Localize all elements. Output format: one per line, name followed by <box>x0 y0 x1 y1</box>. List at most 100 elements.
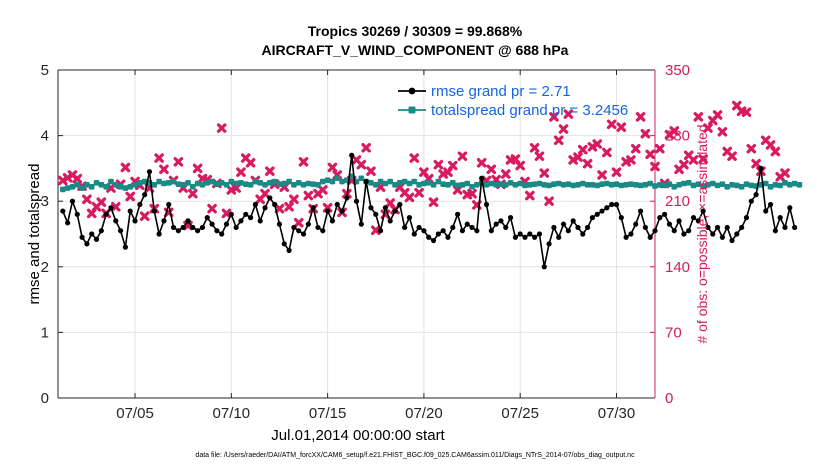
totalspread-point <box>397 180 403 186</box>
totalspread-point <box>705 182 711 188</box>
rmse-point <box>228 211 234 217</box>
rmse-point <box>272 201 278 208</box>
rmse-point <box>536 231 543 237</box>
totalspread-point <box>199 182 206 188</box>
totalspread-point <box>642 182 649 188</box>
totalspread-point <box>555 180 562 187</box>
obs-count-point <box>125 191 136 202</box>
rmse-point <box>402 224 408 231</box>
rmse-point <box>599 208 605 214</box>
obs-count-point <box>207 203 217 214</box>
rmse-point <box>353 198 360 204</box>
totalspread-point <box>695 181 702 187</box>
rmse-point <box>546 241 552 247</box>
totalspread-point <box>372 182 379 188</box>
rmse-point <box>305 221 311 227</box>
totalspread-point <box>440 181 446 187</box>
rmse-point <box>117 228 124 234</box>
totalspread-point <box>493 182 499 188</box>
y-right-tick-label: 70 <box>665 324 682 341</box>
y-axis-right-label: # of obs: o=possible; ×=assimilated <box>694 124 710 343</box>
rmse-point <box>257 218 263 224</box>
totalspread-point <box>141 178 148 185</box>
rmse-point <box>782 224 788 231</box>
totalspread-point <box>483 182 490 188</box>
obs-count-point <box>703 123 713 133</box>
rmse-point <box>320 228 326 234</box>
rmse-point <box>65 220 71 226</box>
rmse-point <box>517 231 523 237</box>
totalspread-point <box>700 183 706 189</box>
totalspread-point <box>382 180 389 187</box>
totalspread-point <box>709 180 716 187</box>
rmse-point <box>507 215 514 221</box>
totalspread-point <box>445 182 451 188</box>
totalspread-point <box>676 182 682 188</box>
totalspread-point <box>661 182 668 189</box>
totalspread-point <box>334 175 341 182</box>
rmse-point <box>772 228 778 234</box>
chart-title-line-2: AIRCRAFT_V_WIND_COMPONENT @ 688 hPa <box>261 42 569 58</box>
obs-count-point <box>72 173 83 184</box>
totalspread-point <box>228 178 235 185</box>
y-axis-left-label: rmse and totalspread <box>26 164 43 305</box>
obs-count-point <box>611 167 622 177</box>
rmse-point <box>609 201 615 208</box>
totalspread-point <box>507 180 514 186</box>
totalspread-point <box>117 183 124 190</box>
obs-count-point <box>370 225 381 236</box>
obs-count-point <box>409 153 420 163</box>
rmse-point <box>714 224 721 231</box>
totalspread-point <box>594 182 601 189</box>
rmse-point <box>310 205 316 211</box>
rmse-point <box>132 218 138 224</box>
totalspread-point <box>218 180 225 186</box>
obs-count-point <box>154 153 164 163</box>
totalspread-point <box>392 182 398 188</box>
rmse-point <box>570 218 576 224</box>
totalspread-point <box>454 182 461 189</box>
obs-count-point <box>476 157 487 168</box>
obs-count-point <box>592 139 603 149</box>
totalspread-point <box>787 182 793 188</box>
rmse-point <box>142 192 148 198</box>
obs-count-point <box>727 151 737 162</box>
totalspread-point <box>570 182 576 189</box>
rmse-point <box>450 224 456 231</box>
obs-count-point <box>317 185 328 195</box>
rmse-point <box>498 218 504 224</box>
obs-count-point <box>433 159 444 170</box>
totalspread-point <box>527 182 533 188</box>
obs-count-point <box>82 194 92 205</box>
rmse-point <box>483 201 490 208</box>
rmse-point <box>60 208 66 214</box>
obs-count-point <box>486 164 497 175</box>
y-left-tick-label: 0 <box>41 390 49 407</box>
totalspread-point <box>286 178 292 185</box>
totalspread-point <box>98 182 105 188</box>
totalspread-point <box>652 183 658 189</box>
rmse-point <box>296 228 302 234</box>
totalspread-point <box>772 182 779 188</box>
rmse-point <box>556 234 562 240</box>
obs-count-point <box>630 143 641 154</box>
rmse-point <box>527 231 533 237</box>
rmse-point <box>262 205 268 211</box>
rmse-point <box>252 201 258 208</box>
obs-count-point <box>602 147 612 158</box>
rmse-point <box>185 218 191 224</box>
grid-lines <box>58 69 655 399</box>
obs-count-point <box>529 142 540 153</box>
rmse-point <box>358 221 364 227</box>
totalspread-point <box>777 182 783 189</box>
rmse-point <box>209 221 215 227</box>
totalspread-point <box>637 182 644 189</box>
obs-count-point <box>573 152 583 162</box>
rmse-point <box>455 211 461 217</box>
totalspread-point <box>310 181 316 187</box>
rmse-point <box>637 208 644 214</box>
totalspread-point <box>252 178 259 185</box>
rmse-point <box>151 208 157 214</box>
totalspread-point <box>517 180 523 187</box>
obs-count-point <box>414 187 424 198</box>
